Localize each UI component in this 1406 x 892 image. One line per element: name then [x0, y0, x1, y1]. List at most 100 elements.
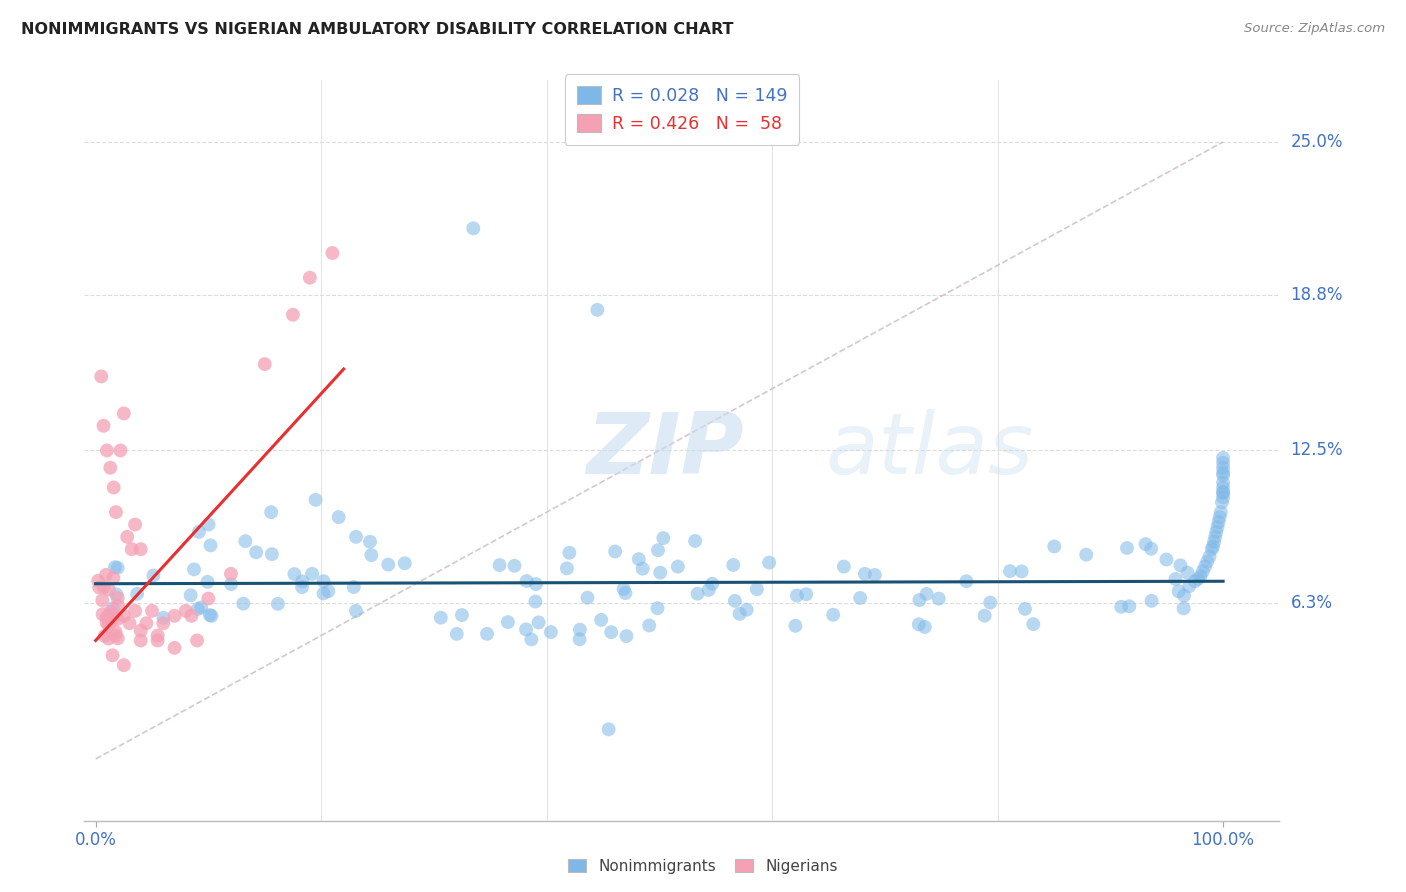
Point	[260, 547, 283, 561]
Point	[446, 627, 468, 641]
Point	[298, 270, 321, 285]
Point	[129, 633, 152, 648]
Point	[344, 604, 367, 618]
Point	[1173, 601, 1195, 615]
Point	[103, 571, 125, 585]
Point	[1187, 572, 1209, 586]
Point	[702, 576, 724, 591]
Point	[475, 627, 498, 641]
Point	[1197, 554, 1219, 569]
Point	[451, 608, 474, 623]
Point	[1191, 565, 1213, 579]
Point	[1140, 541, 1163, 556]
Text: ZIP: ZIP	[586, 409, 744, 492]
Point	[524, 577, 547, 591]
Point	[129, 624, 152, 638]
Point	[301, 566, 323, 581]
Point	[907, 617, 929, 632]
Point	[463, 221, 485, 235]
Point	[127, 587, 149, 601]
Point	[318, 584, 340, 599]
Point	[1209, 510, 1232, 524]
Point	[979, 596, 1001, 610]
Point	[1202, 534, 1225, 549]
Point	[576, 591, 599, 605]
Text: 25.0%: 25.0%	[1291, 133, 1343, 151]
Point	[321, 246, 343, 260]
Point	[328, 510, 350, 524]
Point	[631, 562, 654, 576]
Point	[496, 615, 519, 629]
Point	[1014, 602, 1036, 616]
Point	[568, 623, 591, 637]
Point	[616, 629, 638, 643]
Point	[98, 460, 121, 475]
Point	[503, 558, 526, 573]
Point	[97, 582, 120, 597]
Point	[1109, 599, 1132, 614]
Legend: R = 0.028   N = 149, R = 0.426   N =  58: R = 0.028 N = 149, R = 0.426 N = 58	[565, 74, 799, 145]
Point	[112, 608, 135, 623]
Point	[343, 580, 366, 594]
Point	[103, 481, 125, 495]
Point	[129, 542, 152, 557]
Point	[89, 581, 111, 595]
Point	[1022, 617, 1045, 632]
Point	[955, 574, 977, 589]
Point	[1212, 485, 1234, 500]
Point	[527, 615, 550, 630]
Point	[785, 619, 807, 633]
Text: Source: ZipAtlas.com: Source: ZipAtlas.com	[1244, 22, 1385, 36]
Point	[197, 574, 219, 589]
Point	[245, 545, 267, 559]
Point	[558, 546, 581, 560]
Point	[232, 597, 254, 611]
Point	[650, 566, 672, 580]
Point	[724, 594, 747, 608]
Point	[627, 552, 650, 566]
Point	[652, 531, 675, 545]
Point	[107, 632, 129, 646]
Point	[1212, 468, 1234, 483]
Point	[97, 610, 120, 624]
Point	[198, 608, 221, 623]
Point	[1118, 599, 1140, 614]
Point	[121, 542, 143, 557]
Point	[104, 624, 127, 639]
Point	[1211, 495, 1233, 509]
Point	[1043, 540, 1066, 554]
Point	[605, 544, 627, 558]
Point	[219, 577, 242, 591]
Point	[863, 568, 886, 582]
Text: NONIMMIGRANTS VS NIGERIAN AMBULATORY DISABILITY CORRELATION CHART: NONIMMIGRANTS VS NIGERIAN AMBULATORY DIS…	[21, 22, 734, 37]
Point	[686, 587, 709, 601]
Point	[555, 561, 578, 575]
Point	[97, 618, 120, 632]
Point	[96, 610, 118, 624]
Point	[568, 632, 591, 647]
Point	[107, 612, 129, 626]
Point	[291, 574, 314, 589]
Point	[723, 558, 745, 572]
Point	[141, 604, 163, 618]
Point	[142, 568, 165, 582]
Text: atlas: atlas	[825, 409, 1033, 492]
Point	[1208, 515, 1230, 529]
Point	[312, 586, 335, 600]
Point	[1212, 466, 1234, 480]
Point	[98, 608, 121, 623]
Point	[488, 558, 510, 573]
Point	[638, 618, 661, 632]
Point	[100, 605, 122, 619]
Point	[1212, 456, 1234, 470]
Point	[612, 582, 634, 596]
Point	[180, 588, 202, 602]
Point	[96, 443, 118, 458]
Point	[915, 587, 938, 601]
Point	[430, 610, 453, 624]
Point	[146, 629, 169, 643]
Point	[1156, 552, 1178, 566]
Point	[1164, 572, 1187, 586]
Point	[1173, 589, 1195, 603]
Point	[107, 599, 129, 613]
